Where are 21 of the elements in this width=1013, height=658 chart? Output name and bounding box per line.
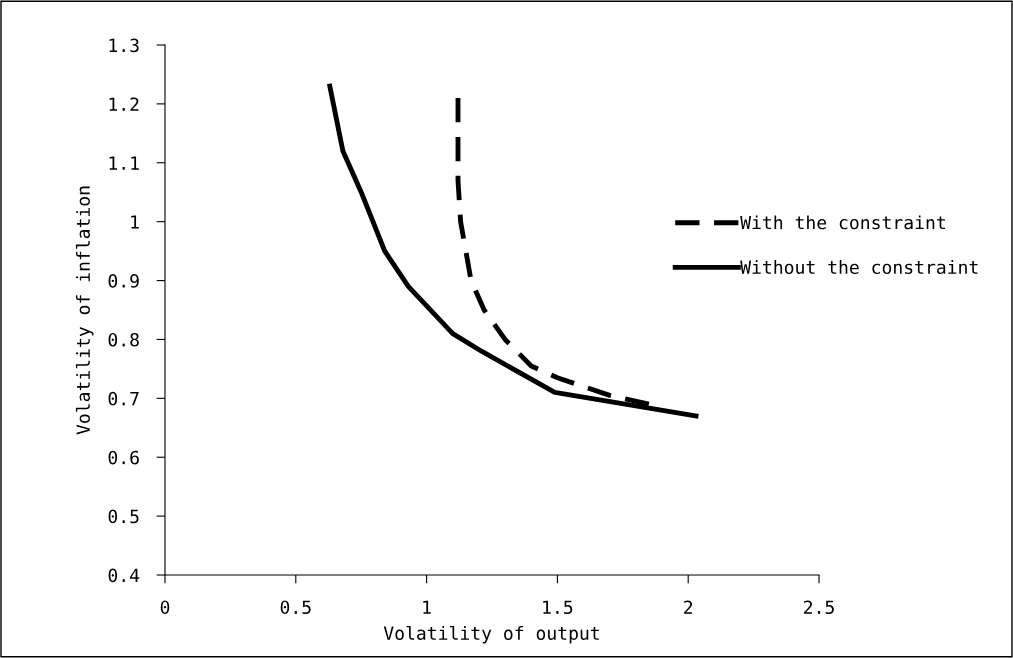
y-tick-label: 0.9 <box>108 274 139 288</box>
y-tick-label: 0.8 <box>108 332 139 347</box>
y-tick-label: 0.6 <box>108 450 139 465</box>
x-axis-title: Volatility of output <box>383 625 599 644</box>
legend-label: Without the constraint <box>740 260 978 275</box>
x-tick-label: 2 <box>684 600 693 614</box>
y-tick-label: 1 <box>131 215 139 229</box>
x-tick-label: 1 <box>423 600 431 614</box>
y-tick-label: 0.5 <box>108 509 139 524</box>
x-tick-label: 2.5 <box>804 600 834 615</box>
y-tick-label: 0.4 <box>108 568 140 583</box>
line-series <box>327 83 699 419</box>
x-tick-label: 0.5 <box>280 600 311 615</box>
legend-label: With the constraint <box>740 215 945 230</box>
y-axis-title: Volatility of inflation <box>75 186 94 435</box>
x-tick-label: 0 <box>160 600 170 615</box>
y-tick-label: 0.7 <box>108 391 139 406</box>
y-tick-label: 1.1 <box>109 156 139 170</box>
y-tick-label: 1.3 <box>109 38 139 53</box>
x-tick-label: 1.5 <box>543 600 573 615</box>
y-tick-label: 1.2 <box>109 97 139 111</box>
